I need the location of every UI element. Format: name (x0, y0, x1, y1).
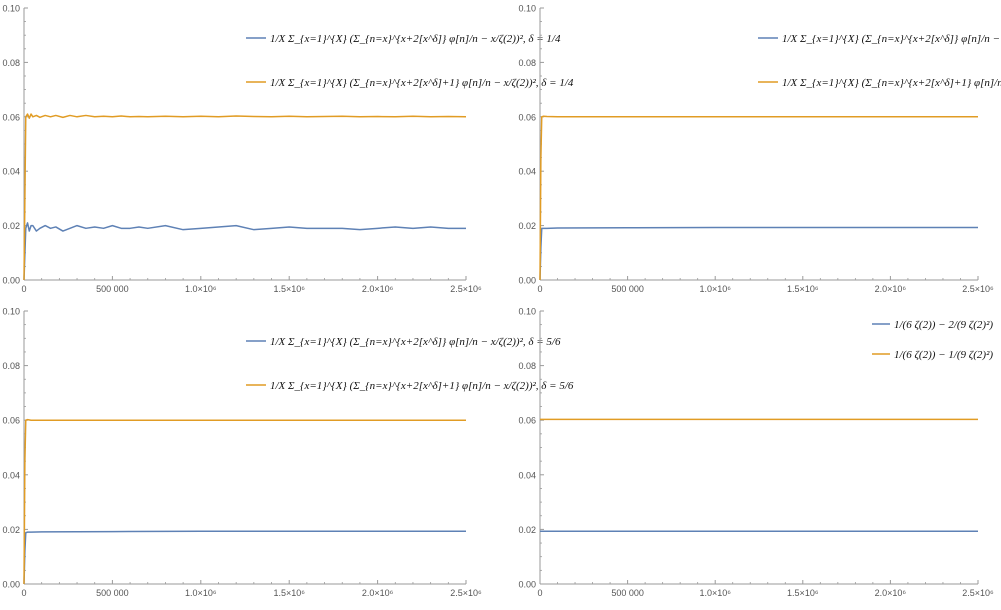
x-tick-label: 0 (537, 284, 542, 294)
legend-label: 1/X Σ_{x=1}^{X} (Σ_{n=x}^{x+2[x^δ]} φ[n]… (782, 33, 1001, 45)
y-tick-label: 0.10 (2, 307, 20, 317)
y-tick-label: 0.00 (2, 276, 20, 286)
series-line-2 (539, 115, 978, 281)
legend-label: 1/(6 ζ(2)) − 2/(9 ζ(2)²) (894, 319, 993, 331)
x-tick-label: 2.0×10⁶ (875, 588, 907, 598)
series-line-1 (539, 226, 978, 281)
legend-label: 1/(6 ζ(2)) − 1/(9 ζ(2)²) (894, 349, 993, 361)
x-tick-label: 500 000 (611, 284, 644, 294)
series-line-2 (23, 418, 466, 585)
x-tick-label: 1.5×10⁶ (787, 284, 819, 294)
x-tick-label: 500 000 (96, 588, 129, 598)
y-tick-label: 0.04 (518, 167, 536, 177)
x-tick-label: 0 (21, 588, 26, 598)
x-tick-label: 2.0×10⁶ (362, 588, 394, 598)
y-tick-label: 0.00 (518, 276, 536, 286)
y-tick-label: 0.02 (518, 525, 536, 535)
y-tick-label: 0.00 (518, 580, 536, 590)
y-tick-label: 0.10 (518, 4, 536, 14)
y-tick-label: 0.08 (518, 361, 536, 371)
x-tick-label: 2.5×10⁶ (450, 588, 482, 598)
legend-label: 1/X Σ_{x=1}^{X} (Σ_{n=x}^{x+2[x^δ]+1} φ[… (270, 380, 574, 392)
chart-panel-4: 0.00 0.02 0.04 0.06 0.08 0.10 0 500 000 1.0×10⁶ 1… (518, 307, 994, 599)
x-tick-label: 1.0×10⁶ (699, 588, 731, 598)
y-tick-label: 0.08 (518, 58, 536, 68)
x-tick-label: 1.0×10⁶ (699, 284, 731, 294)
series-line-1 (23, 530, 466, 585)
x-tick-label: 1.0×10⁶ (185, 284, 217, 294)
y-tick-label: 0.04 (2, 167, 20, 177)
chart-panel-3: 0.00 0.02 0.04 0.06 0.08 0.10 0 500 000 1.0×10⁶ 1… (2, 307, 573, 599)
chart-panel-2: 0.00 0.02 0.04 0.06 0.08 0.10 0 500 000 1.0×10⁶ 1… (518, 4, 1001, 295)
x-tick-label: 500 000 (96, 284, 129, 294)
chart-panel-1: 0.00 0.02 0.04 0.06 0.08 0.10 0 500 000 1.0×10⁶ 1… (2, 4, 573, 295)
legend-label: 1/X Σ_{x=1}^{X} (Σ_{n=x}^{x+2[x^δ]+1} φ[… (270, 77, 574, 89)
y-tick-label: 0.06 (2, 112, 20, 122)
x-tick-label: 2.5×10⁶ (450, 284, 482, 294)
x-tick-label: 2.5×10⁶ (962, 284, 994, 294)
legend-label: 1/X Σ_{x=1}^{X} (Σ_{n=x}^{x+2[x^δ]} φ[n]… (270, 336, 561, 348)
x-tick-label: 0 (21, 284, 26, 294)
y-tick-label: 0.08 (2, 58, 20, 68)
x-tick-label: 2.0×10⁶ (875, 284, 907, 294)
y-tick-label: 0.02 (2, 525, 20, 535)
x-tick-label: 500 000 (611, 588, 644, 598)
legend-label: 1/X Σ_{x=1}^{X} (Σ_{n=x}^{x+2[x^δ]} φ[n]… (270, 33, 561, 45)
y-tick-label: 0.06 (518, 416, 536, 426)
y-tick-label: 0.04 (518, 470, 536, 480)
x-tick-label: 1.5×10⁶ (787, 588, 819, 598)
x-tick-label: 1.5×10⁶ (273, 284, 305, 294)
y-tick-label: 0.06 (518, 112, 536, 122)
y-tick-label: 0.00 (2, 580, 20, 590)
x-tick-label: 1.0×10⁶ (185, 588, 217, 598)
series-line-2 (23, 113, 467, 281)
y-tick-label: 0.02 (2, 221, 20, 231)
legend-label: 1/X Σ_{x=1}^{X} (Σ_{n=x}^{x+2[x^δ]+1} φ[… (782, 77, 1001, 89)
x-tick-label: 2.0×10⁶ (362, 284, 394, 294)
series-line-1 (23, 222, 466, 281)
x-tick-label: 2.5×10⁶ (962, 588, 994, 598)
y-tick-label: 0.10 (2, 4, 20, 14)
y-tick-label: 0.02 (518, 221, 536, 231)
y-tick-label: 0.08 (2, 361, 20, 371)
x-tick-label: 0 (537, 588, 542, 598)
y-tick-label: 0.04 (2, 470, 20, 480)
x-tick-label: 1.5×10⁶ (273, 588, 305, 598)
y-tick-label: 0.10 (518, 307, 536, 317)
y-tick-label: 0.06 (2, 416, 20, 426)
